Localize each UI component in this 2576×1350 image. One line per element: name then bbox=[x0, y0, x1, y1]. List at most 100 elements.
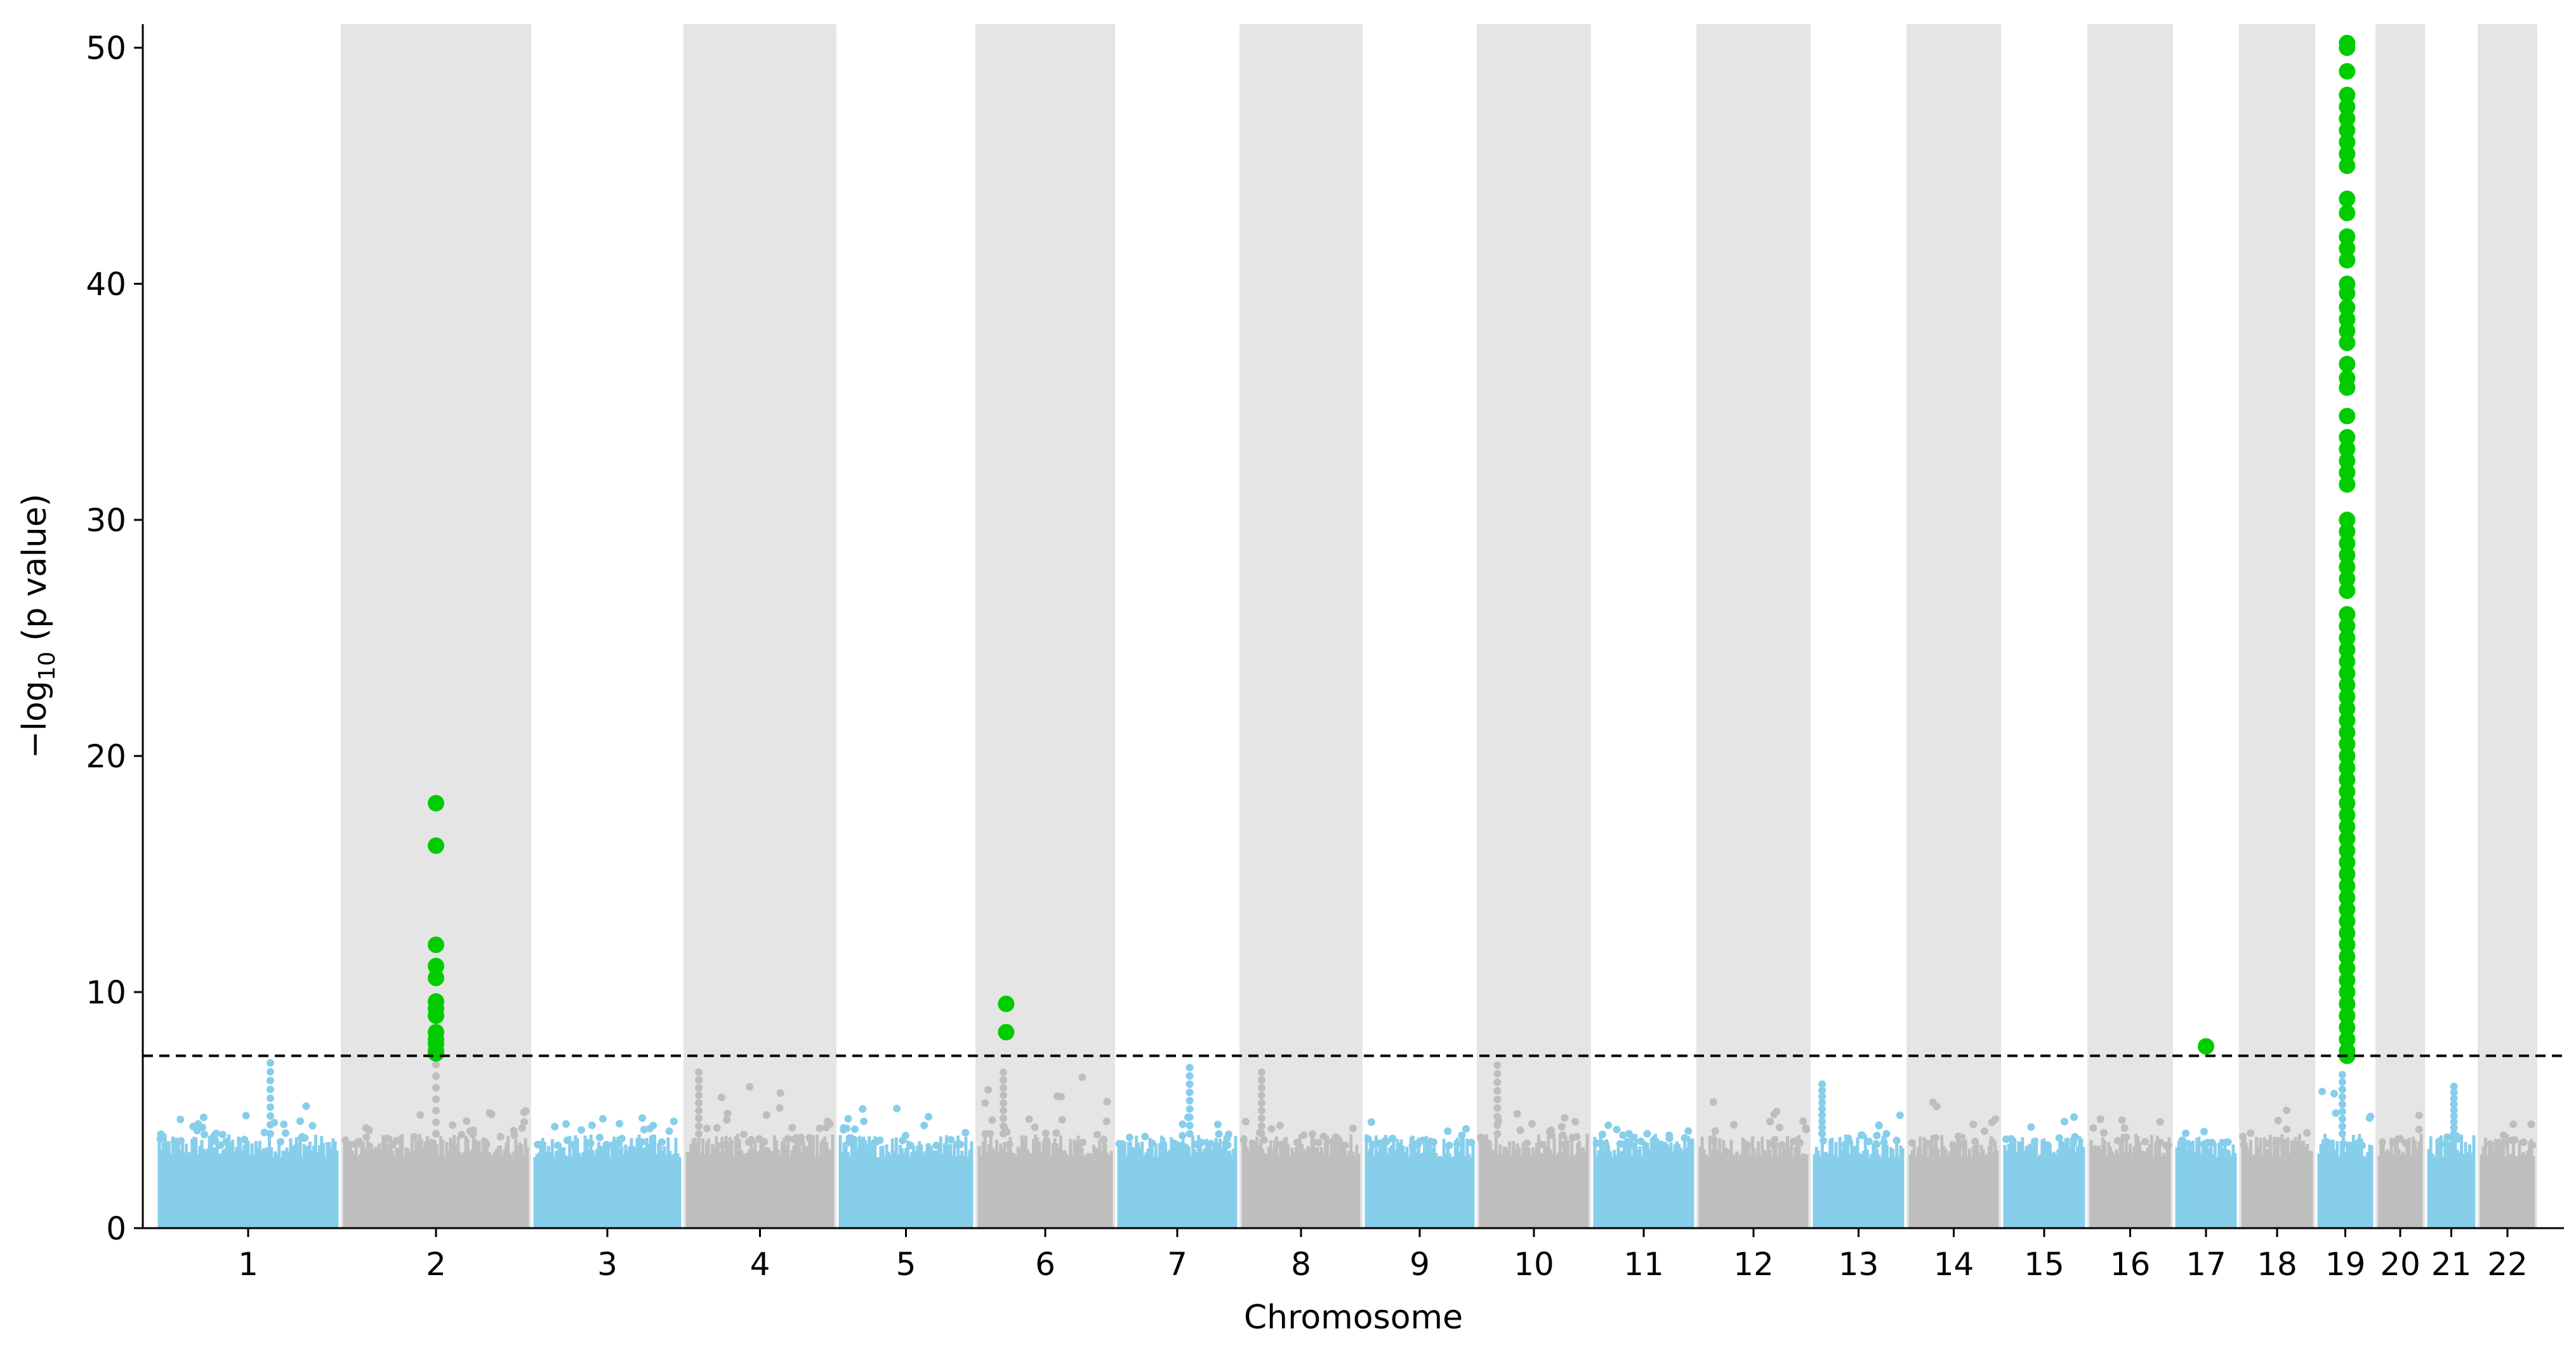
peak-point bbox=[1818, 1123, 1826, 1132]
significant-point bbox=[2339, 606, 2356, 623]
baseline-points bbox=[2377, 1134, 2423, 1228]
peak-point bbox=[2450, 1123, 2458, 1132]
significant-point bbox=[2339, 830, 2356, 847]
snp-point bbox=[588, 1122, 596, 1129]
snp-point bbox=[2283, 1125, 2291, 1134]
snp-point bbox=[193, 1127, 201, 1135]
significant-point bbox=[2339, 889, 2356, 906]
significant-point bbox=[2339, 322, 2356, 340]
snp-point bbox=[2040, 1141, 2049, 1149]
snp-point bbox=[1858, 1131, 1866, 1139]
snp-point bbox=[1260, 1136, 1268, 1144]
y-tick-label: 0 bbox=[106, 1210, 126, 1247]
snp-point bbox=[1789, 1137, 1797, 1146]
peak-point bbox=[1257, 1068, 1265, 1076]
snp-point bbox=[1224, 1130, 1232, 1139]
snp-point bbox=[2499, 1131, 2507, 1139]
snp-point bbox=[2511, 1135, 2519, 1144]
peak-point bbox=[1186, 1122, 1194, 1130]
x-tick-label: 9 bbox=[1410, 1246, 1430, 1283]
snp-point bbox=[211, 1137, 219, 1146]
snp-point bbox=[1367, 1118, 1375, 1126]
snp-point bbox=[1207, 1139, 1215, 1148]
significant-point bbox=[2339, 948, 2356, 965]
x-tick-label: 16 bbox=[2110, 1246, 2151, 1283]
snp-point bbox=[2122, 1133, 2130, 1141]
peak-point bbox=[1000, 1083, 1007, 1092]
snp-point bbox=[2358, 1141, 2367, 1149]
peak-point bbox=[1493, 1104, 1502, 1112]
snp-point bbox=[1537, 1141, 1545, 1149]
snp-point bbox=[723, 1116, 731, 1124]
snp-point bbox=[638, 1114, 646, 1122]
snp-point bbox=[956, 1141, 965, 1148]
chromosome-band bbox=[2087, 24, 2173, 1228]
snp-point bbox=[1078, 1073, 1087, 1082]
snp-point bbox=[776, 1104, 784, 1112]
snp-point bbox=[1773, 1108, 1781, 1116]
peak-point bbox=[432, 1061, 440, 1069]
snp-point bbox=[2200, 1140, 2208, 1148]
snp-point bbox=[171, 1137, 179, 1146]
baseline-points bbox=[2317, 1134, 2374, 1228]
snp-point bbox=[469, 1126, 477, 1134]
significant-point bbox=[2339, 252, 2356, 268]
snp-point bbox=[1709, 1098, 1717, 1106]
significant-point bbox=[2339, 630, 2356, 647]
snp-point bbox=[1616, 1140, 1624, 1148]
snp-point bbox=[1660, 1141, 1668, 1149]
peak-point bbox=[432, 1083, 440, 1092]
chromosome-4-points bbox=[685, 1068, 835, 1228]
y-axis-label: −log10 (p value) bbox=[16, 494, 60, 758]
snp-point bbox=[893, 1104, 901, 1113]
snp-point bbox=[1557, 1123, 1566, 1131]
peak-point bbox=[1818, 1111, 1826, 1119]
significant-point bbox=[428, 837, 444, 854]
peak-point bbox=[1493, 1078, 1502, 1087]
snp-point bbox=[824, 1117, 832, 1125]
snp-point bbox=[1349, 1124, 1357, 1132]
snp-point bbox=[578, 1126, 585, 1134]
snp-point bbox=[2332, 1109, 2340, 1117]
snp-point bbox=[1766, 1118, 1774, 1126]
snp-point bbox=[562, 1120, 570, 1128]
peak-point bbox=[2450, 1100, 2458, 1108]
significant-point bbox=[2339, 689, 2356, 706]
snp-point bbox=[1192, 1141, 1201, 1149]
snp-point bbox=[947, 1135, 955, 1144]
baseline-points bbox=[2003, 1135, 2085, 1228]
significant-point bbox=[2339, 122, 2356, 139]
significant-point bbox=[2339, 700, 2356, 717]
significant-point bbox=[2339, 145, 2356, 162]
significant-point bbox=[2339, 535, 2356, 552]
significant-point bbox=[2339, 866, 2356, 883]
peak-point bbox=[1186, 1097, 1194, 1105]
significant-point bbox=[2339, 453, 2356, 470]
snp-point bbox=[1613, 1125, 1621, 1134]
snp-point bbox=[790, 1135, 798, 1143]
snp-point bbox=[717, 1094, 725, 1101]
peak-point bbox=[695, 1076, 703, 1084]
x-tick-label: 22 bbox=[2487, 1246, 2528, 1283]
snp-point bbox=[899, 1136, 907, 1144]
snp-point bbox=[520, 1108, 528, 1116]
significant-point bbox=[428, 1045, 444, 1062]
peak-point bbox=[2450, 1130, 2458, 1138]
snp-point bbox=[1005, 1141, 1014, 1149]
snp-point bbox=[2442, 1141, 2450, 1148]
snp-point bbox=[1771, 1135, 1779, 1144]
significant-point bbox=[428, 936, 444, 953]
snp-point bbox=[2182, 1129, 2190, 1137]
baseline-points bbox=[2175, 1137, 2237, 1228]
peak-point bbox=[2338, 1115, 2346, 1123]
snp-point bbox=[1332, 1141, 1340, 1149]
snp-point bbox=[414, 1140, 423, 1148]
snp-point bbox=[932, 1141, 941, 1149]
x-tick-label: 18 bbox=[2257, 1246, 2297, 1283]
baseline-points bbox=[685, 1134, 835, 1228]
peak-point bbox=[267, 1094, 274, 1102]
snp-point bbox=[449, 1121, 457, 1129]
snp-point bbox=[981, 1130, 989, 1138]
snp-point bbox=[920, 1122, 928, 1130]
snp-point bbox=[616, 1120, 624, 1128]
